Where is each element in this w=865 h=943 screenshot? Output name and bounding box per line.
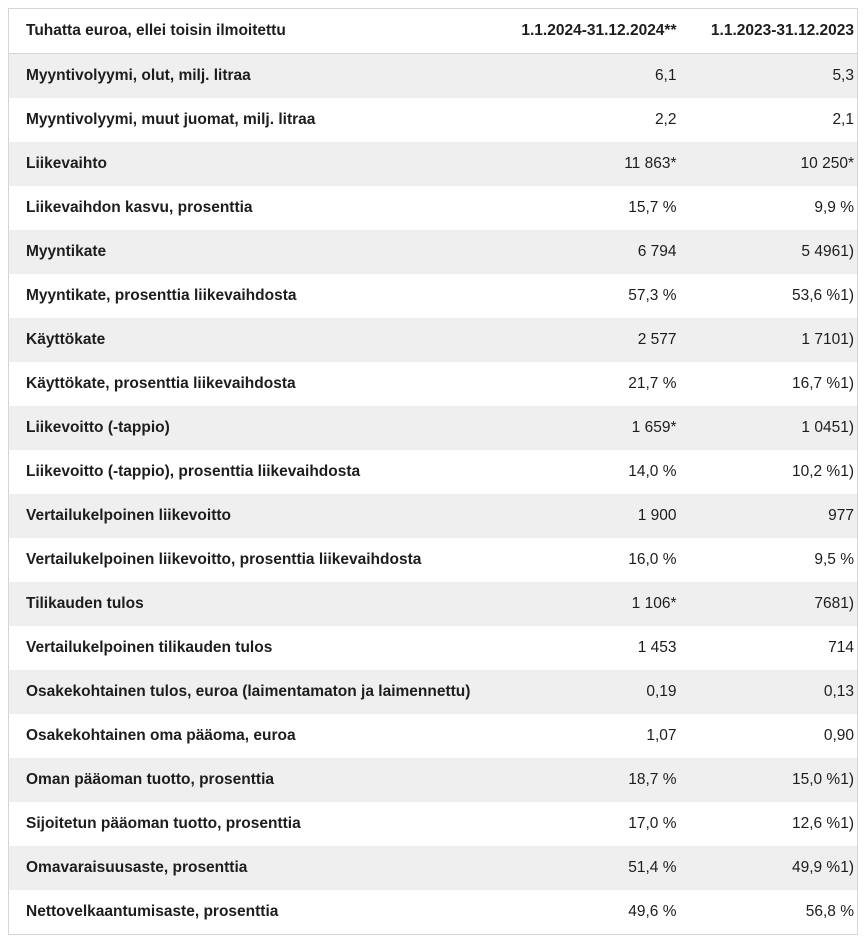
value-2023: 10,2 %1)	[791, 463, 854, 480]
value-2023: 714	[828, 639, 854, 656]
value-2024: 6 794	[637, 243, 677, 260]
financial-kpi-table: Tuhatta euroa, ellei toisin ilmoitettu 1…	[8, 8, 858, 935]
table-row: Vertailukelpoinen liikevoitto 1 900 977	[8, 494, 858, 538]
table-row: Käyttökate, prosenttia liikevaihdosta 21…	[8, 362, 858, 406]
value-2023: 1 7101)	[801, 331, 854, 348]
value-2024: 2,2	[654, 111, 677, 128]
value-2023: 15,0 %1)	[791, 771, 854, 788]
table-row: Sijoitetun pääoman tuotto, prosenttia 17…	[8, 802, 858, 846]
metric-label: Liikevoitto (-tappio)	[26, 419, 170, 436]
table-row: Myyntikate 6 794 5 4961)	[8, 230, 858, 274]
value-2023: 0,90	[823, 727, 854, 744]
metric-label: Liikevaihdon kasvu, prosenttia	[26, 199, 253, 216]
table-row: Tilikauden tulos 1 106* 7681)	[8, 582, 858, 626]
metric-label: Myyntivolyymi, olut, milj. litraa	[26, 67, 251, 84]
table-row: Osakekohtainen oma pääoma, euroa 1,07 0,…	[8, 714, 858, 758]
metric-label: Myyntivolyymi, muut juomat, milj. litraa	[26, 111, 316, 128]
metric-label: Oman pääoman tuotto, prosenttia	[26, 771, 275, 788]
table-row: Myyntivolyymi, olut, milj. litraa 6,1 5,…	[8, 53, 858, 98]
table-row: Osakekohtainen tulos, euroa (laimentamat…	[8, 670, 858, 714]
value-2023: 5,3	[832, 67, 854, 84]
table-row: Liikevaihto 11 863* 10 250*	[8, 142, 858, 186]
table-row: Nettovelkaantumisaste, prosenttia 49,6 %…	[8, 890, 858, 935]
value-2024: 1 453	[637, 639, 677, 656]
value-2023: 7681)	[814, 595, 854, 612]
metric-label: Sijoitetun pääoman tuotto, prosenttia	[26, 815, 301, 832]
value-2024: 49,6 %	[628, 903, 677, 920]
metric-label: Omavaraisuusaste, prosenttia	[26, 859, 248, 876]
table-row: Vertailukelpoinen tilikauden tulos 1 453…	[8, 626, 858, 670]
value-2023: 9,5 %	[814, 551, 854, 568]
value-2024: 14,0 %	[628, 463, 677, 480]
value-2024: 17,0 %	[628, 815, 677, 832]
metric-label: Käyttökate, prosenttia liikevaihdosta	[26, 375, 296, 392]
table-body: Myyntivolyymi, olut, milj. litraa 6,1 5,…	[8, 53, 858, 935]
value-2023: 49,9 %1)	[791, 859, 854, 876]
table-row: Liikevaihdon kasvu, prosenttia 15,7 % 9,…	[8, 186, 858, 230]
table-row: Liikevoitto (-tappio) 1 659* 1 0451)	[8, 406, 858, 450]
table-header-row: Tuhatta euroa, ellei toisin ilmoitettu 1…	[8, 8, 858, 54]
metric-label: Osakekohtainen tulos, euroa (laimentamat…	[26, 683, 471, 700]
value-2024: 21,7 %	[628, 375, 677, 392]
period-2024-header-cell: 1.1.2024-31.12.2024**	[521, 22, 677, 39]
value-2023: 1 0451)	[801, 419, 854, 436]
value-2023: 9,9 %	[814, 199, 854, 216]
value-2024: 1,07	[646, 727, 677, 744]
metric-label: Tilikauden tulos	[26, 595, 144, 612]
table-row: Käyttökate 2 577 1 7101)	[8, 318, 858, 362]
value-2024: 2 577	[637, 331, 677, 348]
metric-label: Vertailukelpoinen liikevoitto	[26, 507, 231, 524]
value-2023: 2,1	[832, 111, 854, 128]
metric-label: Vertailukelpoinen liikevoitto, prosentti…	[26, 551, 422, 568]
unit-header-cell: Tuhatta euroa, ellei toisin ilmoitettu	[26, 22, 286, 39]
table-row: Vertailukelpoinen liikevoitto, prosentti…	[8, 538, 858, 582]
period-2023-header-cell: 1.1.2023-31.12.2023	[710, 22, 854, 39]
table-head: Tuhatta euroa, ellei toisin ilmoitettu 1…	[8, 8, 858, 54]
value-2024: 1 659*	[631, 419, 677, 436]
value-2023: 977	[828, 507, 854, 524]
value-2023: 10 250*	[800, 155, 854, 172]
value-2023: 0,13	[823, 683, 854, 700]
metric-label: Nettovelkaantumisaste, prosenttia	[26, 903, 279, 920]
value-2023: 5 4961)	[801, 243, 854, 260]
value-2024: 18,7 %	[628, 771, 677, 788]
value-2024: 11 863*	[624, 155, 677, 172]
value-2024: 1 106*	[631, 595, 677, 612]
metric-label: Käyttökate	[26, 331, 106, 348]
metric-label: Myyntikate, prosenttia liikevaihdosta	[26, 287, 297, 304]
value-2024: 16,0 %	[628, 551, 677, 568]
metric-label: Liikevaihto	[26, 155, 107, 172]
value-2024: 51,4 %	[628, 859, 677, 876]
metric-label: Vertailukelpoinen tilikauden tulos	[26, 639, 273, 656]
value-2023: 12,6 %1)	[791, 815, 854, 832]
table-row: Myyntivolyymi, muut juomat, milj. litraa…	[8, 98, 858, 142]
metric-label: Myyntikate	[26, 243, 107, 260]
metric-label: Liikevoitto (-tappio), prosenttia liikev…	[26, 463, 361, 480]
table-row: Oman pääoman tuotto, prosenttia 18,7 % 1…	[8, 758, 858, 802]
value-2023: 56,8 %	[805, 903, 854, 920]
value-2024: 6,1	[654, 67, 677, 84]
value-2024: 0,19	[646, 683, 677, 700]
table-row: Liikevoitto (-tappio), prosenttia liikev…	[8, 450, 858, 494]
value-2024: 15,7 %	[628, 199, 677, 216]
value-2024: 1 900	[637, 507, 677, 524]
metric-label: Osakekohtainen oma pääoma, euroa	[26, 727, 296, 744]
table-row: Omavaraisuusaste, prosenttia 51,4 % 49,9…	[8, 846, 858, 890]
table-row: Myyntikate, prosenttia liikevaihdosta 57…	[8, 274, 858, 318]
value-2024: 57,3 %	[628, 287, 677, 304]
value-2023: 53,6 %1)	[791, 287, 854, 304]
value-2023: 16,7 %1)	[791, 375, 854, 392]
